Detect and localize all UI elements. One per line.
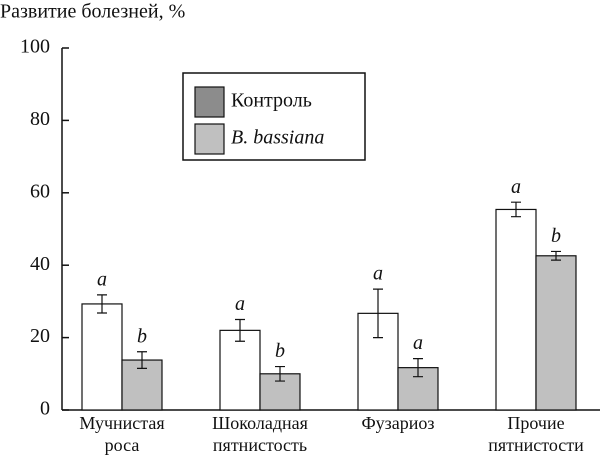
- bar-annotation: a: [373, 263, 383, 285]
- y-tick-label: 20: [30, 325, 50, 347]
- x-tick-label: пятнистость: [213, 435, 307, 455]
- error-bar: [551, 250, 561, 261]
- bar: [397, 367, 439, 411]
- bar: [535, 255, 577, 411]
- legend-swatch: [194, 123, 225, 155]
- chart-title: Развитие болезней, %: [0, 1, 185, 23]
- x-tick-label: Мучнистая: [79, 413, 164, 433]
- bar-annotation: a: [235, 293, 245, 315]
- x-tick-label: Шоколадная: [212, 413, 308, 433]
- bar: [357, 312, 399, 411]
- error-bar: [137, 351, 147, 369]
- bar-annotation: a: [97, 268, 107, 290]
- legend-label: B. bassiana: [231, 127, 324, 149]
- y-tick-label: 80: [30, 108, 50, 130]
- bar: [495, 208, 537, 411]
- x-tick-label: пятнистости: [488, 435, 584, 455]
- bar-annotation: a: [413, 332, 423, 354]
- bar: [219, 329, 261, 411]
- error-bar: [97, 294, 107, 314]
- bar-annotation: b: [137, 325, 147, 347]
- error-bar: [511, 201, 521, 218]
- bar-annotation: b: [275, 340, 285, 362]
- error-bar: [275, 365, 285, 382]
- y-tick-label: 0: [40, 398, 50, 420]
- x-tick-label: Фузариоз: [361, 413, 434, 433]
- legend-label: Контроль: [231, 90, 312, 112]
- y-tick-label: 60: [30, 180, 50, 202]
- bar: [81, 303, 123, 411]
- y-tick-label: 40: [30, 253, 50, 275]
- error-bar: [235, 318, 245, 342]
- x-tick-label: Прочие: [507, 413, 564, 433]
- y-tick-label: 100: [20, 36, 50, 58]
- x-tick-label: роса: [105, 435, 140, 455]
- error-bar: [373, 288, 383, 339]
- bar-annotation: b: [551, 225, 561, 247]
- legend-swatch: [194, 86, 225, 118]
- bar-annotation: a: [511, 176, 521, 198]
- error-bar: [413, 357, 423, 378]
